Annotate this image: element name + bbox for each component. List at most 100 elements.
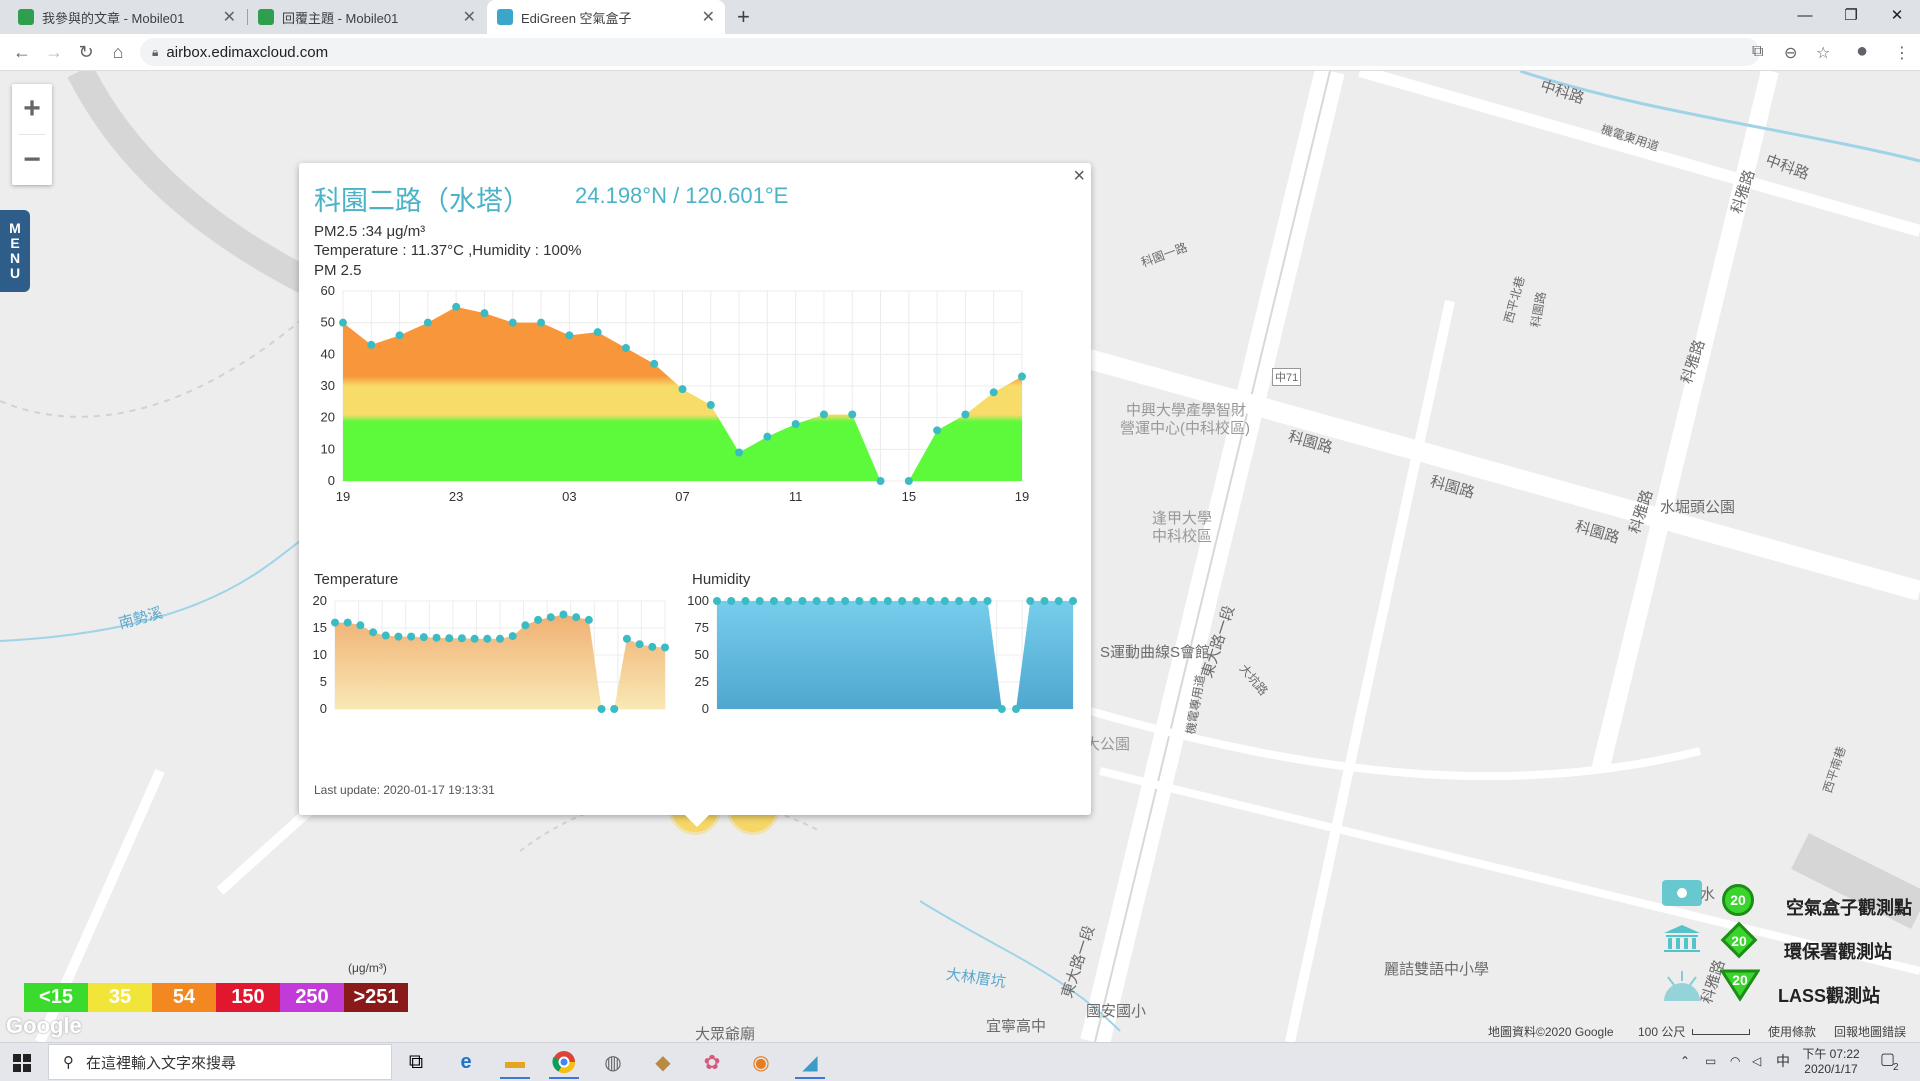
map-scale-label[interactable]: 100 公尺 xyxy=(1638,1025,1686,1039)
data-point xyxy=(1054,597,1063,605)
data-point xyxy=(546,613,555,622)
home-icon[interactable]: ⌂ xyxy=(112,41,124,62)
map-label: 麗詰雙語中小學 xyxy=(1384,961,1490,978)
data-point xyxy=(848,410,857,419)
humidity-chart-title: Humidity xyxy=(692,571,751,588)
tab-close-icon[interactable]: ✕ xyxy=(222,9,236,26)
zoom-out-button[interactable]: − xyxy=(23,143,41,176)
zoom-in-button[interactable]: + xyxy=(23,92,41,125)
notification-icon[interactable]: ▢ xyxy=(1880,1051,1896,1068)
data-point xyxy=(713,597,721,605)
data-point xyxy=(381,631,390,640)
map-label: 中科校區 xyxy=(1152,528,1213,545)
tab-edigreen[interactable]: EdiGreen 空氣盒子 ✕ xyxy=(487,0,725,34)
y-tick-label: 20 xyxy=(321,410,335,425)
last-update-text: Last update: 2020-01-17 19:13:31 xyxy=(314,783,495,797)
taskbar-search[interactable]: ⚲ 在這裡輸入文字來搜尋 xyxy=(48,1044,392,1080)
url-text[interactable]: airbox.edimaxcloud.com xyxy=(166,43,329,61)
data-point xyxy=(933,426,942,435)
tab-close-icon[interactable]: ✕ xyxy=(462,9,476,26)
data-point xyxy=(367,340,376,349)
pm25-chart[interactable]: 0 10 20 30 40 50 60 19 23 03 07 11 15 19 xyxy=(309,281,1079,521)
menu-letter: U xyxy=(9,265,21,281)
blender-icon[interactable]: ◉ xyxy=(752,1051,770,1074)
app-icon[interactable]: ◆ xyxy=(655,1051,671,1074)
file-explorer-icon[interactable]: ▬ xyxy=(500,1047,530,1079)
tray-chevron-icon[interactable]: ⌃ xyxy=(1680,1054,1691,1068)
aqi-level: 150 xyxy=(216,983,280,1012)
clock[interactable]: 下午 07:22 2020/1/17 xyxy=(1796,1047,1866,1077)
temperature-humidity-reading: Temperature : 11.37°C ,Humidity : 100% xyxy=(314,242,582,259)
maximize-button[interactable]: ❐ xyxy=(1844,7,1858,24)
aqi-unit: (μg/m³) xyxy=(348,961,387,975)
data-point xyxy=(784,597,793,605)
app-icon[interactable]: ✿ xyxy=(703,1051,721,1074)
new-tab-button[interactable]: + xyxy=(737,4,750,29)
tab-mobile01-articles[interactable]: 我參與的文章 - Mobile01 ✕ xyxy=(8,0,246,34)
y-tick-label: 50 xyxy=(321,315,335,330)
data-point xyxy=(480,309,489,318)
mobile01-favicon-icon xyxy=(18,9,34,25)
temperature-chart[interactable]: 0 5 10 15 20 xyxy=(309,591,684,751)
y-tick-label: 50 xyxy=(695,647,709,662)
data-point xyxy=(356,621,365,630)
zoom-icon[interactable]: ⊖ xyxy=(1784,45,1798,62)
menu-button[interactable]: M E N U xyxy=(0,210,30,292)
map-canvas[interactable]: 中科路 機電東用道 中科路 科雅路 科雅路 科雅路 科雅路 科園一路 西平北巷 … xyxy=(0,71,1920,1042)
app-icon[interactable]: ◍ xyxy=(604,1051,622,1074)
report-error-link[interactable]: 回報地圖錯誤 xyxy=(1834,1025,1907,1039)
map-label: 逢甲大學 xyxy=(1152,510,1213,527)
minimize-button[interactable]: — xyxy=(1797,6,1813,24)
tab-close-icon[interactable]: ✕ xyxy=(701,9,715,26)
popup-close-button[interactable]: × xyxy=(1073,165,1085,187)
map-label: 水 xyxy=(1700,886,1716,903)
address-bar[interactable]: 🔒︎ airbox.edimaxcloud.com xyxy=(140,38,1760,66)
lass-badge: 20 xyxy=(1732,972,1748,988)
map-label: 營運中心(中科校區) xyxy=(1120,420,1250,437)
data-point xyxy=(496,634,504,643)
data-point xyxy=(798,597,807,605)
windows-start-icon[interactable] xyxy=(13,1054,31,1072)
browser-toolbar: ← → ↻ ⌂ 🔒︎ airbox.edimaxcloud.com ⧉ ⊖ ☆ … xyxy=(0,34,1920,71)
search-input[interactable]: 在這裡輸入文字來搜尋 xyxy=(86,1054,237,1072)
task-view-icon[interactable]: ⧉ xyxy=(408,1050,424,1073)
chrome-icon[interactable] xyxy=(549,1047,579,1079)
browser-menu-icon[interactable]: ⋮ xyxy=(1894,45,1910,62)
data-point xyxy=(457,634,466,643)
data-point xyxy=(1018,372,1026,381)
terms-link[interactable]: 使用條款 xyxy=(1768,1025,1817,1039)
tab-mobile01-reply[interactable]: 回覆主題 - Mobile01 ✕ xyxy=(248,0,486,34)
data-point xyxy=(912,597,921,605)
map-label: 水堀頭公園 xyxy=(1660,499,1736,516)
bookmark-star-icon[interactable]: ☆ xyxy=(1816,45,1831,62)
data-point xyxy=(584,615,593,624)
profile-icon[interactable]: ● xyxy=(1856,40,1869,62)
ime-indicator[interactable]: 中 xyxy=(1776,1053,1790,1069)
y-tick-label: 0 xyxy=(328,473,335,488)
pm25-reading: PM2.5 :34 μg/m³ xyxy=(314,223,426,240)
data-point xyxy=(983,597,992,605)
wifi-icon[interactable]: ◠ xyxy=(1730,1054,1741,1068)
tab-label: EdiGreen 空氣盒子 xyxy=(521,10,632,26)
network-icon[interactable]: ▭ xyxy=(1705,1054,1717,1068)
data-point xyxy=(407,632,416,641)
back-arrow-icon[interactable]: ← xyxy=(13,41,31,62)
edge-icon[interactable]: e xyxy=(460,1050,472,1073)
translate-icon[interactable]: ⧉ xyxy=(1752,43,1764,60)
x-tick-label: 19 xyxy=(1015,489,1029,504)
humidity-chart[interactable]: 0 25 50 75 100 xyxy=(677,591,1087,751)
close-window-button[interactable]: ✕ xyxy=(1890,7,1904,24)
tab-label: 回覆主題 - Mobile01 xyxy=(282,10,399,26)
data-point xyxy=(369,628,378,637)
tab-bar: 我參與的文章 - Mobile01 ✕ 回覆主題 - Mobile01 ✕ Ed… xyxy=(0,0,1920,34)
x-tick-label: 07 xyxy=(675,489,689,504)
y-tick-label: 30 xyxy=(321,378,335,393)
epa-badge: 20 xyxy=(1731,933,1747,949)
volume-icon[interactable]: ◁ xyxy=(1752,1054,1762,1068)
legend-label: 環保署觀測站 xyxy=(1784,942,1892,962)
app-icon[interactable]: ◢ xyxy=(795,1047,825,1079)
data-point xyxy=(755,597,764,605)
forward-arrow-icon[interactable]: → xyxy=(45,41,63,62)
reload-icon[interactable]: ↻ xyxy=(78,41,94,62)
data-point xyxy=(331,618,339,627)
